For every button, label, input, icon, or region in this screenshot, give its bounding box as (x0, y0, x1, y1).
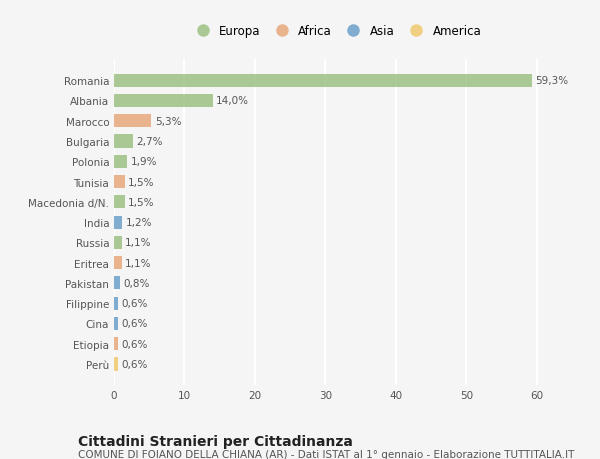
Text: 1,9%: 1,9% (131, 157, 157, 167)
Text: COMUNE DI FOIANO DELLA CHIANA (AR) - Dati ISTAT al 1° gennaio - Elaborazione TUT: COMUNE DI FOIANO DELLA CHIANA (AR) - Dat… (78, 449, 574, 459)
Text: 1,5%: 1,5% (128, 177, 155, 187)
Bar (114, 236, 122, 249)
Text: 0,6%: 0,6% (122, 298, 148, 308)
Legend: Europa, Africa, Asia, America: Europa, Africa, Asia, America (186, 20, 486, 42)
Bar (114, 297, 118, 310)
Bar (114, 257, 122, 269)
Text: 5,3%: 5,3% (155, 117, 181, 127)
Text: Cittadini Stranieri per Cittadinanza: Cittadini Stranieri per Cittadinanza (78, 434, 353, 448)
Bar (114, 317, 118, 330)
Text: 0,6%: 0,6% (122, 359, 148, 369)
Text: 2,7%: 2,7% (137, 137, 163, 147)
Text: 0,6%: 0,6% (122, 319, 148, 329)
Bar (114, 358, 118, 371)
Text: 0,6%: 0,6% (122, 339, 148, 349)
Bar (114, 74, 532, 88)
Text: 59,3%: 59,3% (535, 76, 569, 86)
Bar (114, 95, 212, 108)
Bar (114, 196, 125, 209)
Text: 1,1%: 1,1% (125, 258, 152, 268)
Text: 1,2%: 1,2% (126, 218, 152, 228)
Bar (114, 337, 118, 351)
Text: 1,5%: 1,5% (128, 197, 155, 207)
Bar (114, 115, 151, 128)
Text: 14,0%: 14,0% (216, 96, 249, 106)
Bar (114, 176, 125, 189)
Bar (114, 135, 133, 148)
Text: 1,1%: 1,1% (125, 238, 152, 248)
Text: 0,8%: 0,8% (123, 278, 149, 288)
Bar (114, 156, 127, 168)
Bar (114, 216, 122, 229)
Bar (114, 277, 119, 290)
